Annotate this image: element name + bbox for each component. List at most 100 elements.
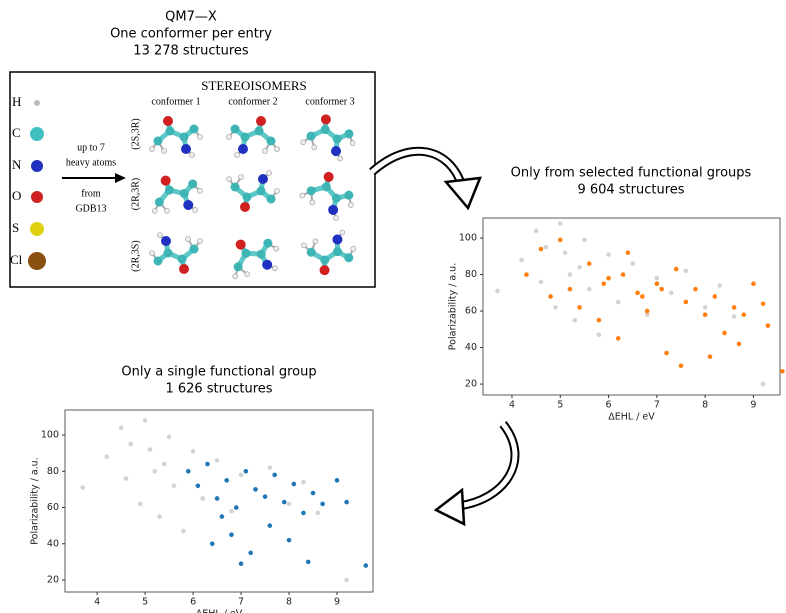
scatter-point [751, 281, 756, 286]
scatter-point [238, 561, 244, 567]
scatter-point [582, 237, 587, 243]
scatter-point [80, 485, 86, 490]
scatter-point [301, 479, 306, 485]
column-label: conformer 1 [151, 96, 200, 107]
scatter-point [654, 281, 660, 286]
scatter-point [162, 461, 167, 467]
scatter-point [731, 305, 737, 310]
element-label: O [12, 188, 21, 203]
scatter-point [678, 363, 684, 369]
x-tick-label: 9 [750, 400, 756, 411]
scatter-point [635, 290, 640, 296]
scatter-point [524, 272, 529, 277]
scatter-point [248, 550, 253, 556]
column-label: conformer 3 [305, 96, 354, 107]
scatter-point [654, 275, 660, 281]
scatter-point [214, 496, 220, 501]
scatter-point [344, 577, 349, 583]
scatter-point [765, 323, 771, 328]
element-legend: H C N O S Cl [10, 94, 23, 267]
scatter-point [586, 286, 592, 292]
scatter-point [152, 468, 158, 474]
scatter-point [707, 354, 713, 359]
chart-subtitle: 1 626 structures [165, 382, 272, 397]
scatter-point [630, 261, 636, 266]
scatter-point [567, 286, 573, 292]
scatter-point [214, 458, 220, 463]
arrow-head [115, 173, 126, 183]
scatter-point [533, 228, 539, 234]
scatter-point [659, 286, 664, 292]
x-tick-label: 9 [334, 597, 340, 608]
y-tick-label: 40 [47, 538, 59, 549]
scatter-point [320, 501, 325, 507]
scatter-point [281, 499, 287, 505]
x-axis-label: ΔEHL / eV [608, 412, 655, 423]
scatter-point [538, 279, 544, 285]
plot-area [482, 217, 781, 396]
scatter-point [138, 501, 143, 507]
scatter-point [712, 294, 718, 299]
arrow-text: heavy atoms [66, 157, 116, 168]
scatter-point [562, 250, 568, 255]
scatter-point [664, 350, 669, 356]
scatter-point [195, 483, 201, 489]
scatter-point [190, 449, 196, 454]
scatter-point [683, 299, 689, 305]
x-tick-label: 8 [286, 597, 292, 608]
scatter-point [200, 496, 205, 501]
x-tick-label: 4 [94, 597, 100, 608]
atom-icon [28, 252, 46, 270]
scatter-point [596, 332, 602, 338]
flow-arrow [433, 421, 520, 527]
scatter-point [301, 510, 306, 516]
scatter-point [572, 317, 578, 323]
atom-icon [30, 127, 44, 141]
scatter-point [596, 317, 602, 323]
x-tick-label: 6 [190, 597, 196, 608]
y-tick-label: 60 [47, 502, 59, 513]
y-tick-label: 60 [465, 306, 477, 317]
arrow-text: up to 7 [77, 142, 105, 153]
atom-icon [31, 160, 43, 172]
scatter-point [625, 250, 631, 255]
scatter-point [644, 312, 650, 318]
scatter-point [586, 261, 592, 266]
y-axis-label: Polarizability / a.u. [448, 263, 459, 350]
y-tick-label: 20 [465, 379, 477, 390]
scatter-point [615, 336, 621, 341]
element-label: Cl [10, 252, 23, 267]
scatter-point [620, 272, 626, 277]
scatter-point [243, 468, 249, 474]
scatter-point [267, 465, 273, 470]
arrow-text: GDB13 [75, 203, 106, 214]
scatter-point [224, 478, 229, 483]
element-label: N [12, 157, 22, 172]
scatter-point [606, 275, 611, 281]
scatter-point [557, 221, 563, 226]
y-tick-label: 100 [41, 430, 59, 441]
scatter-point [118, 425, 124, 431]
atom-icon [31, 191, 43, 203]
scatter-point [731, 314, 737, 319]
chart-title: Only a single functional group [121, 365, 316, 380]
atom-icon [34, 100, 40, 106]
scatter-point [166, 434, 172, 440]
scatter-point [147, 447, 153, 452]
x-tick-label: 4 [509, 400, 515, 411]
scatter-point [157, 514, 162, 519]
scatter-point [693, 286, 698, 292]
scatter-point [272, 472, 277, 478]
scatter-point [315, 510, 321, 516]
scatter-point [606, 252, 611, 257]
x-tick-label: 6 [606, 400, 612, 411]
scatter-point [495, 288, 500, 294]
x-tick-label: 7 [654, 400, 660, 411]
x-tick-label: 5 [142, 597, 148, 608]
y-tick-label: 80 [465, 269, 477, 280]
chart-title: Only from selected functional groups [511, 166, 752, 181]
scatter-point [233, 505, 239, 510]
scatter-point [741, 312, 747, 318]
scatter-point [543, 244, 549, 250]
scatter-point [286, 501, 292, 507]
